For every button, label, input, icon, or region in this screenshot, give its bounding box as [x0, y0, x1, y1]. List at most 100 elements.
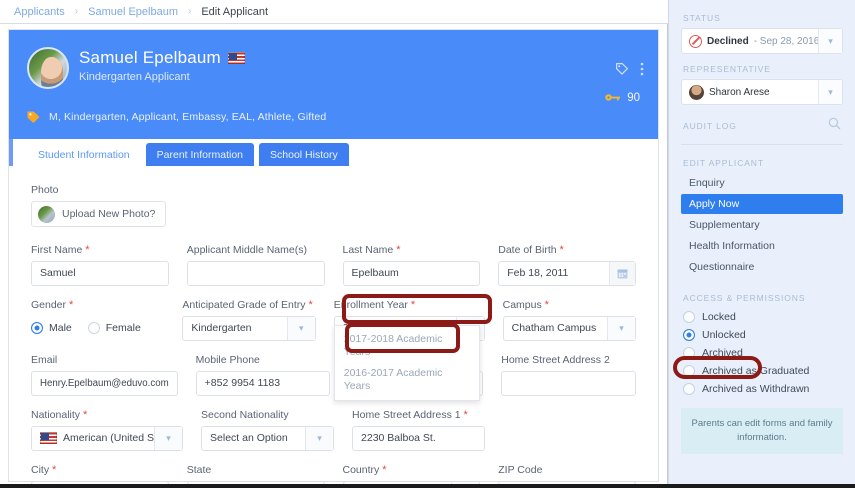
home-address-2-input[interactable] — [501, 370, 637, 396]
field-email: Email Henry.Epelbaum@eduvo.com — [31, 354, 178, 396]
us-flag-icon — [227, 52, 245, 64]
gender-radio-female[interactable]: Female — [87, 322, 141, 334]
breadcrumb-separator-icon: › — [188, 6, 192, 17]
us-flag-icon — [40, 432, 57, 444]
radio-indicator — [87, 322, 100, 334]
avatar — [689, 84, 704, 100]
home-address-1-input[interactable]: 2230 Balboa St. — [352, 425, 486, 451]
breadcrumb: Applicants › Samuel Epelbaum › Edit Appl… — [0, 0, 668, 23]
middle-name-input[interactable] — [186, 260, 325, 286]
second-nationality-value: Select an Option — [210, 432, 288, 444]
audit-log-row: AUDIT LOG — [683, 117, 841, 135]
field-campus: Campus * Chatham Campus ▾ — [502, 298, 636, 341]
dropdown-option[interactable]: 2017-2018 Academic Years — [343, 332, 443, 358]
email-label: Email — [31, 353, 58, 366]
field-last-name: Last Name * Epelbaum — [342, 243, 481, 286]
representative-section-label: REPRESENTATIVE — [683, 64, 771, 74]
upload-new-photo-label: Upload New Photo? — [62, 208, 156, 220]
chevron-down-icon: ▾ — [818, 29, 842, 53]
radio-indicator — [683, 311, 695, 323]
status-date: - Sep 28, 2016 — [753, 35, 818, 47]
photo-thumbnail — [38, 205, 55, 223]
breadcrumb-current: Edit Applicant — [201, 5, 268, 18]
representative-select[interactable]: Sharon Arese ▾ — [681, 79, 843, 105]
key-count: 90 — [627, 92, 640, 104]
first-name-input[interactable]: Samuel — [31, 260, 169, 286]
divider — [681, 144, 843, 145]
dropdown-option[interactable]: 2016-2017 Academic Years — [343, 366, 443, 392]
nationality-value: American (United S — [32, 432, 154, 444]
grade-select[interactable]: Kindergarten ▾ — [182, 315, 316, 341]
permission-archived-label: Archived — [702, 347, 743, 359]
state-label: State — [186, 463, 212, 476]
chevron-down-icon: ▾ — [286, 316, 315, 340]
city-label: City * — [31, 463, 57, 476]
grade-label: Anticipated Grade of Entry * — [182, 298, 313, 311]
grade-value: Kindergarten — [191, 322, 252, 334]
tag-icon[interactable] — [615, 62, 629, 76]
breadcrumb-separator-icon: › — [74, 6, 79, 17]
tag-row: M, Kindergarten, Applicant, Embassy, EAL… — [26, 110, 326, 124]
sidebar-item-supplementary[interactable]: Supplementary — [689, 219, 760, 231]
permission-locked-label: Locked — [702, 311, 736, 323]
key-count-row: 90 — [605, 89, 640, 107]
right-sidebar: STATUS Declined - Sep 28, 2016 ▾ REPRESE… — [668, 0, 855, 488]
status-value-wrap: Declined - Sep 28, 2016 — [682, 34, 818, 48]
breadcrumb-applicants[interactable]: Applicants — [14, 5, 65, 18]
permission-archived-graduated[interactable]: Archived as Graduated — [681, 362, 843, 380]
permission-archived-withdrawn[interactable]: Archived as Withdrawn — [681, 380, 843, 398]
tab-student-information[interactable]: Student Information — [27, 143, 141, 166]
tab-school-history[interactable]: School History — [259, 143, 349, 166]
sidebar-item-health-information[interactable]: Health Information — [689, 240, 775, 252]
sidebar-item-apply-now[interactable]: Apply Now — [681, 194, 843, 214]
tab-parent-information[interactable]: Parent Information — [145, 143, 255, 166]
campus-select[interactable]: Chatham Campus ▾ — [502, 315, 636, 341]
field-mobile-phone: Mobile Phone +852 9954 1183 — [195, 353, 331, 396]
permission-archived[interactable]: Archived — [681, 344, 843, 362]
mobile-phone-label: Mobile Phone — [195, 353, 260, 366]
edit-applicant-menu: Enquiry Apply Now Supplementary Health I… — [681, 173, 843, 277]
permission-unlocked[interactable]: Unlocked — [681, 326, 843, 344]
permission-locked[interactable]: Locked — [681, 308, 843, 326]
form-row-gender-grade: Gender * Male Female — [31, 298, 636, 401]
access-permissions-label: ACCESS & PERMISSIONS — [683, 293, 806, 303]
last-name-label: Last Name * — [342, 243, 401, 256]
sidebar-item-enquiry[interactable]: Enquiry — [689, 177, 725, 189]
applicant-name-row: Samuel Epelbaum — [79, 48, 245, 68]
chevron-down-icon: ▾ — [818, 80, 842, 104]
permissions-radio-group: Locked Unlocked Archived Archived as Gra… — [681, 308, 843, 398]
email-input[interactable]: Henry.Epelbaum@eduvo.com — [31, 370, 178, 396]
more-vertical-icon[interactable] — [640, 62, 644, 76]
radio-indicator — [683, 347, 695, 359]
permission-archived-graduated-label: Archived as Graduated — [702, 365, 810, 377]
sidebar-item-questionnaire[interactable]: Questionnaire — [689, 261, 755, 273]
campus-label: Campus * — [502, 298, 549, 311]
second-nationality-label: Second Nationality — [201, 408, 289, 421]
upload-new-photo-button[interactable]: Upload New Photo? — [31, 201, 167, 227]
applicant-subtitle: Kindergarten Applicant — [79, 71, 190, 83]
window-bottom-bar — [0, 484, 855, 488]
breadcrumb-applicant-name[interactable]: Samuel Epelbaum — [88, 5, 178, 18]
nationality-label: Nationality * — [31, 408, 88, 421]
field-home-address-1: Home Street Address 1 * 2230 Balboa St. — [352, 409, 486, 451]
applicant-name: Samuel Epelbaum — [79, 48, 221, 67]
audit-log-label: AUDIT LOG — [683, 121, 737, 131]
permission-unlocked-label: Unlocked — [702, 329, 746, 341]
field-middle-name: Applicant Middle Name(s) — [186, 244, 325, 286]
tag-list: M, Kindergarten, Applicant, Embassy, EAL… — [49, 111, 327, 123]
second-nationality-select[interactable]: Select an Option ▾ — [201, 425, 335, 451]
date-of-birth-input[interactable]: Feb 18, 2011 — [498, 260, 636, 286]
gender-radio-male[interactable]: Male — [31, 322, 72, 334]
mobile-phone-input[interactable]: +852 9954 1183 — [195, 370, 331, 396]
photo-section: Photo Upload New Photo? — [31, 184, 636, 228]
calendar-icon[interactable] — [609, 261, 635, 285]
search-icon[interactable] — [828, 117, 841, 135]
field-second-nationality: Second Nationality Select an Option ▾ — [201, 408, 335, 451]
nationality-select[interactable]: American (United S ▾ — [31, 425, 184, 451]
status-select[interactable]: Declined - Sep 28, 2016 ▾ — [681, 28, 843, 54]
header-actions — [615, 62, 644, 76]
main-panel: Samuel Epelbaum Kindergarten Applicant M… — [0, 23, 668, 488]
representative-name: Sharon Arese — [709, 86, 770, 98]
last-name-input[interactable]: Epelbaum — [342, 260, 481, 286]
